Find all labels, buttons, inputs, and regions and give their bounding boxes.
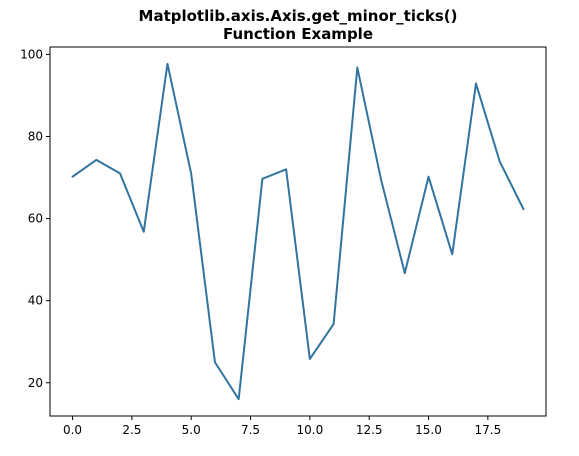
y-tick-label: 20: [28, 376, 43, 390]
x-tick-label: 7.5: [241, 423, 260, 437]
chart-title-line-2: Function Example: [223, 25, 373, 43]
x-tick-label: 5.0: [182, 423, 201, 437]
x-tick-label: 2.5: [122, 423, 141, 437]
x-tick-label: 12.5: [356, 423, 383, 437]
x-tick-label: 0.0: [63, 423, 82, 437]
series-layer: [71, 62, 525, 401]
x-axis: 0.0 2.5 5.0 7.5 10.0 12.5 15.0 17.5: [63, 416, 501, 437]
x-tick-label: 15.0: [415, 423, 442, 437]
plot-area: [49, 46, 547, 417]
x-tick-label: 17.5: [474, 423, 501, 437]
x-tick-label: 10.0: [297, 423, 324, 437]
series-line: [71, 62, 525, 401]
y-tick-label: 80: [28, 129, 43, 143]
y-tick-label: 100: [20, 47, 43, 61]
chart-title-line-1: Matplotlib.axis.Axis.get_minor_ticks(): [139, 7, 458, 25]
y-tick-label: 40: [28, 294, 43, 308]
y-tick-label: 60: [28, 212, 43, 226]
y-axis: 20 40 60 80 100: [20, 47, 50, 390]
